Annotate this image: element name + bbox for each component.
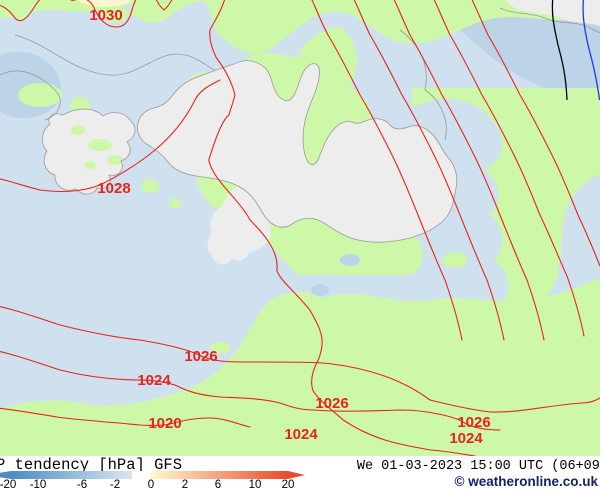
svg-text:-10: -10 xyxy=(30,479,47,490)
svg-text:1020: 1020 xyxy=(148,415,181,432)
svg-text:© weatheronline.co.uk: © weatheronline.co.uk xyxy=(455,474,599,489)
svg-text:20: 20 xyxy=(282,479,295,490)
svg-text:1026: 1026 xyxy=(457,414,490,431)
svg-text:6: 6 xyxy=(215,479,221,490)
svg-text:-2: -2 xyxy=(110,479,120,490)
svg-text:We 01-03-2023 15:00 UTC (06+0: We 01-03-2023 15:00 UTC (06+09) xyxy=(357,459,600,474)
svg-text:10: 10 xyxy=(249,479,262,490)
svg-text:2: 2 xyxy=(182,479,188,490)
svg-text:1024: 1024 xyxy=(284,426,318,443)
svg-text:-20: -20 xyxy=(0,479,16,490)
svg-text:-6: -6 xyxy=(77,479,87,490)
svg-text:1024: 1024 xyxy=(449,430,483,447)
svg-text:1026: 1026 xyxy=(184,348,217,365)
svg-text:1028: 1028 xyxy=(97,180,130,197)
svg-text:1024: 1024 xyxy=(137,372,171,389)
svg-text:1026: 1026 xyxy=(315,395,348,412)
svg-text:0: 0 xyxy=(148,479,154,490)
svg-text:1030: 1030 xyxy=(89,7,122,24)
